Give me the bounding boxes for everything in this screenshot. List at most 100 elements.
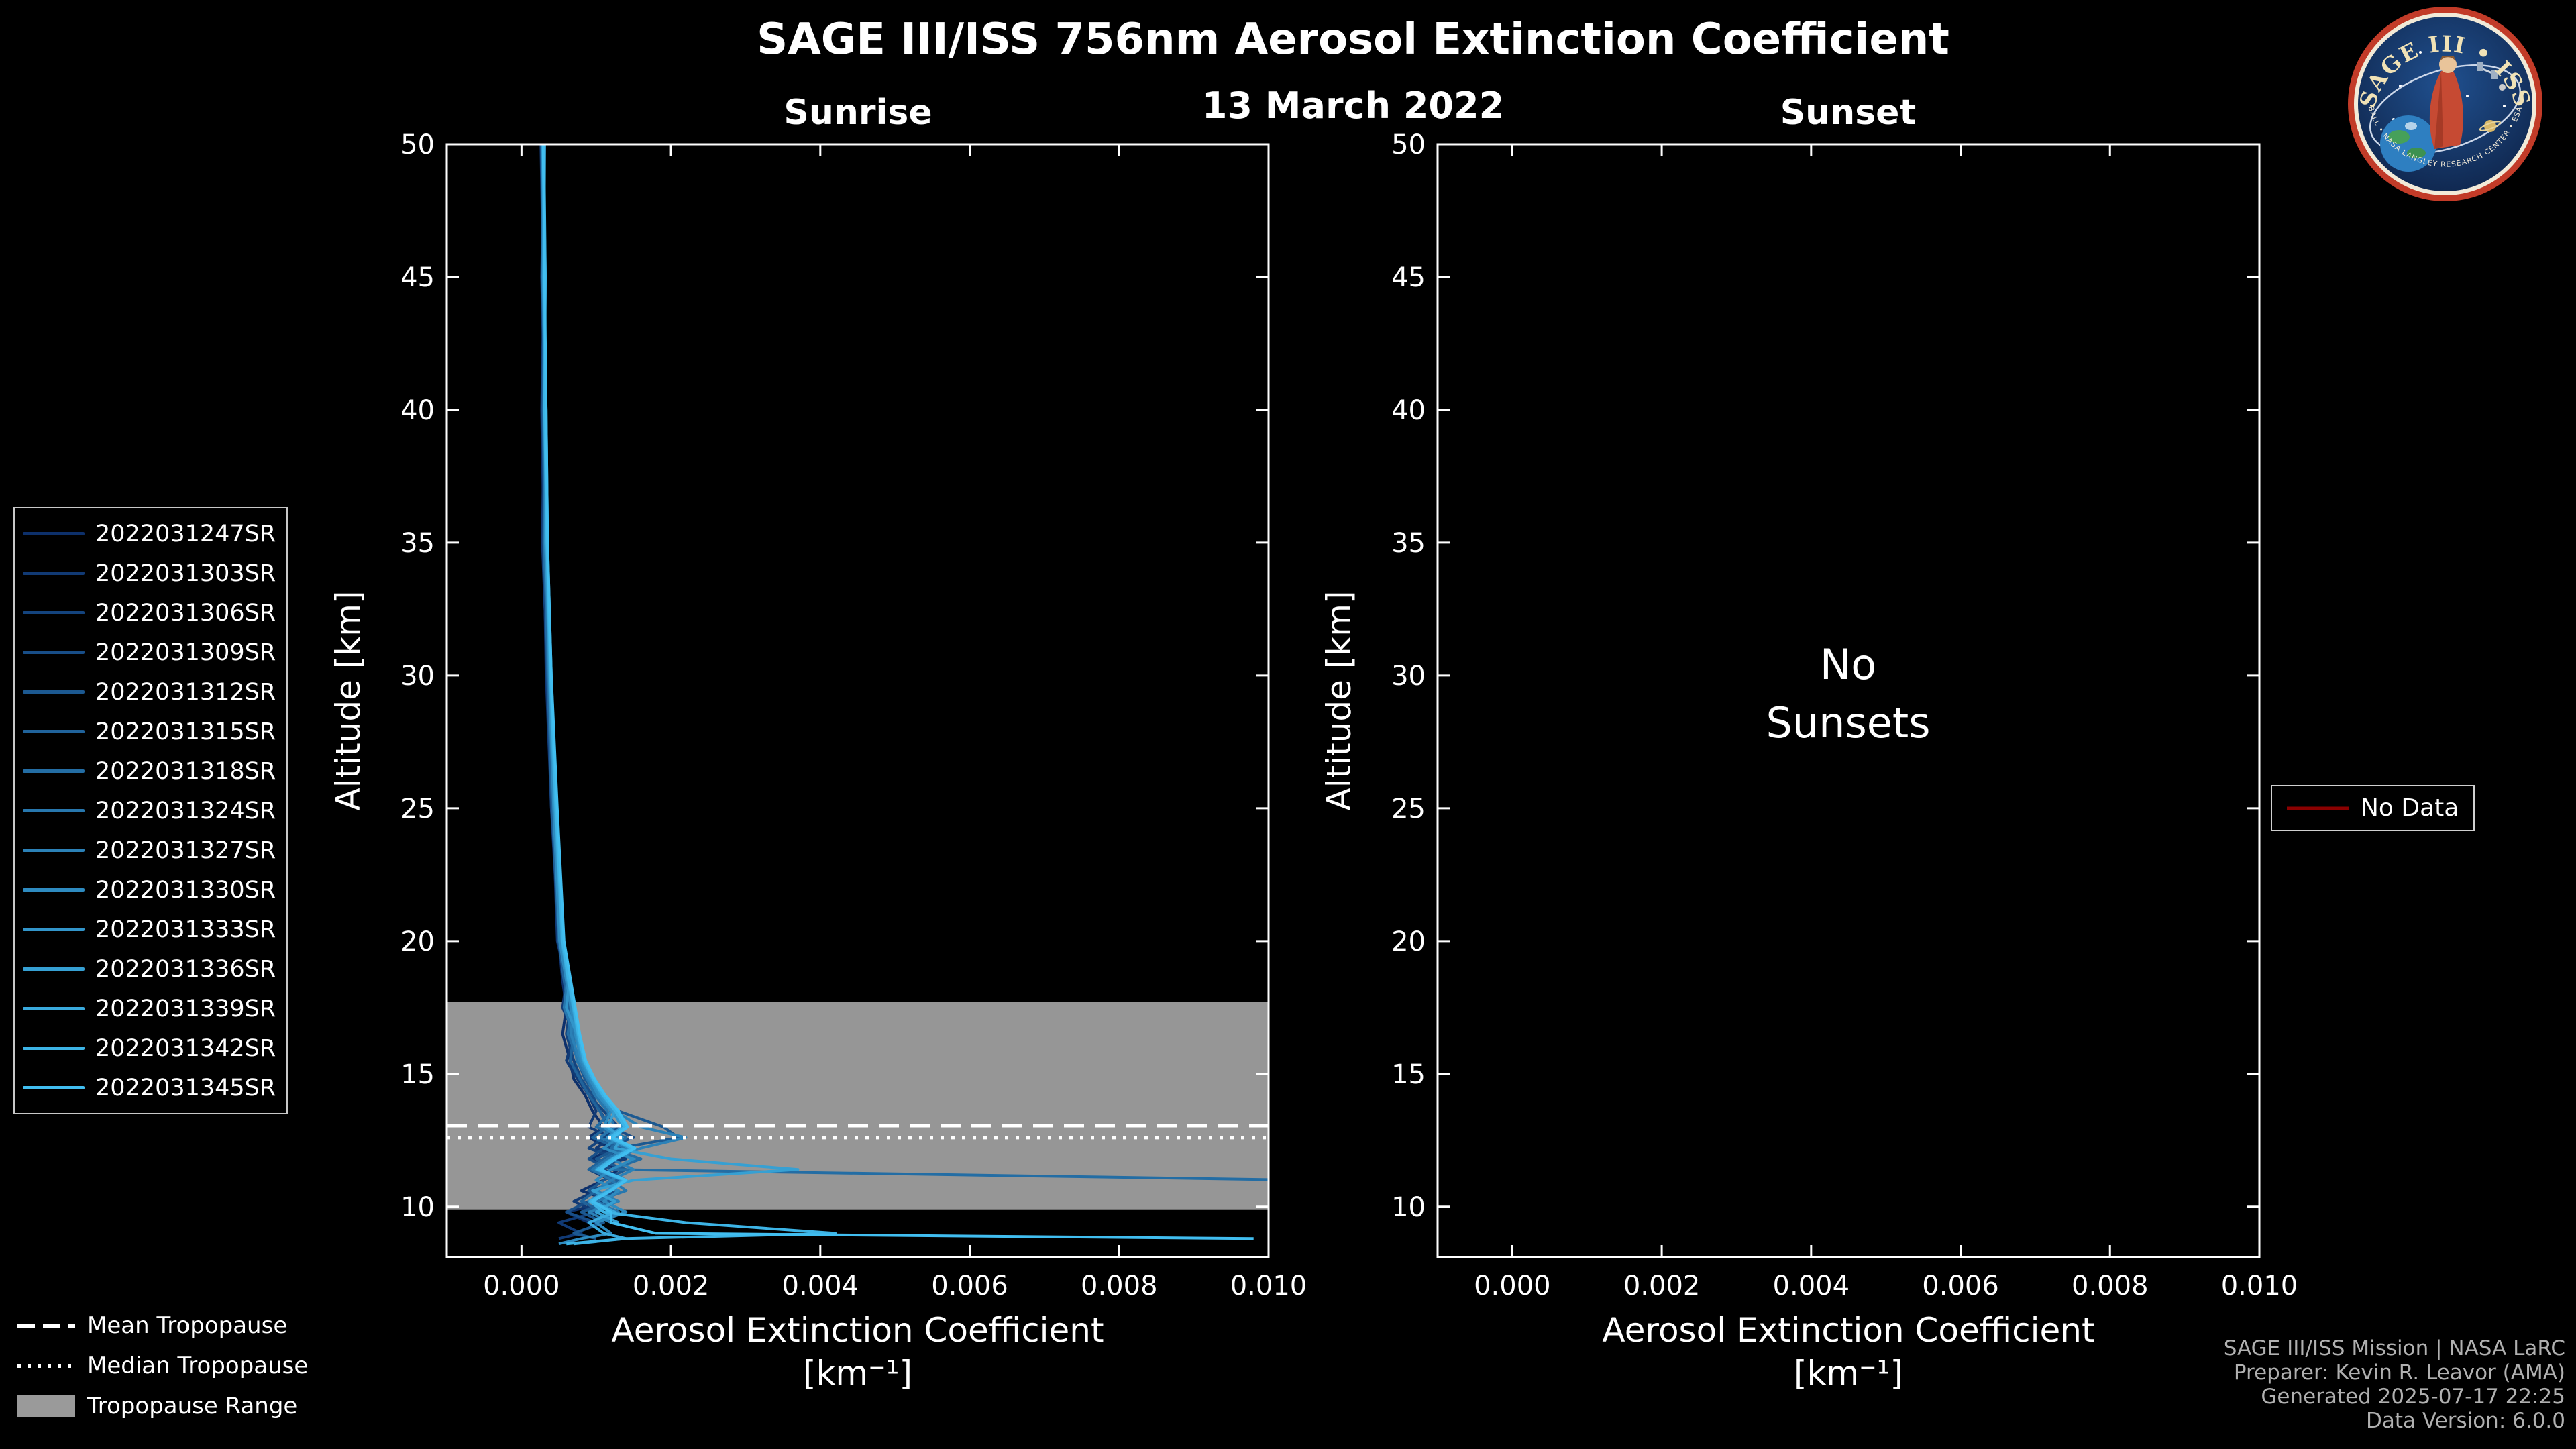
legend-line-sample (23, 888, 85, 892)
svg-text:0.000: 0.000 (1474, 1271, 1551, 1301)
mean-tropopause-label: Mean Tropopause (87, 1312, 288, 1339)
legend-line-sample (23, 611, 85, 614)
gray-patch-sample (17, 1395, 75, 1417)
svg-text:25: 25 (1391, 794, 1426, 824)
median-tropopause-label: Median Tropopause (87, 1352, 309, 1379)
sunrise-event-legend: 2022031247SR 2022031303SR 2022031306SR 2022… (13, 507, 288, 1114)
tropopause-legend: Mean Tropopause Median Tropopause Tropop… (17, 1305, 308, 1426)
legend-line-sample (23, 730, 85, 733)
credit-generated: Generated 2025-07-17 22:25 (2261, 1385, 2565, 1409)
axes-frame (445, 143, 1270, 1258)
no-data-line-sample (2287, 806, 2349, 810)
svg-text:20: 20 (1391, 926, 1426, 957)
svg-text:35: 35 (400, 528, 435, 559)
dashed-line-sample (17, 1324, 75, 1328)
svg-text:20: 20 (400, 926, 435, 957)
legend-item-2022031333SR: 2022031333SR (23, 910, 276, 949)
panel-sunset: 0.000 0.002 0.004 0.006 0.008 0.010 10 15 20 25 30… (1320, 129, 2298, 1393)
figure-date: 13 March 2022 (1201, 85, 1505, 127)
legend-item-2022031309SR: 2022031309SR (23, 633, 276, 672)
dotted-line-sample (17, 1364, 75, 1368)
legend-event-label: 2022031333SR (95, 916, 276, 943)
tropopause-range-legend-item: Tropopause Range (17, 1386, 308, 1426)
legend-item-2022031315SR: 2022031315SR (23, 712, 276, 751)
credit-preparer: Preparer: Kevin R. Leavor (AMA) (2233, 1360, 2565, 1385)
svg-text:30: 30 (1391, 661, 1426, 692)
legend-event-label: 2022031342SR (95, 1034, 276, 1062)
median-tropopause-legend-item: Median Tropopause (17, 1346, 308, 1386)
tick-labels: 0.000 0.002 0.004 0.006 0.008 0.010 10 15 20 25 30… (400, 129, 1307, 1301)
svg-text:0.008: 0.008 (2072, 1271, 2149, 1301)
legend-line-sample (23, 532, 85, 535)
no-sunsets-annotation: No Sunsets (1766, 640, 1931, 747)
figure-credits: SAGE III/ISS Mission | NASA LaRC Prepare… (2224, 1336, 2565, 1433)
legend-event-label: 2022031336SR (95, 955, 276, 983)
svg-text:0.004: 0.004 (1773, 1271, 1850, 1301)
no-data-label: No Data (2361, 794, 2459, 822)
legend-item-2022031345SR: 2022031345SR (23, 1068, 276, 1108)
legend-event-label: 2022031339SR (95, 995, 276, 1022)
svg-text:45: 45 (1391, 262, 1426, 293)
logo-figure (2429, 56, 2463, 149)
mean-tropopause-legend-item: Mean Tropopause (17, 1305, 308, 1346)
legend-event-label: 2022031247SR (95, 520, 276, 547)
legend-event-label: 2022031306SR (95, 599, 276, 627)
legend-item-2022031336SR: 2022031336SR (23, 949, 276, 989)
svg-text:0.008: 0.008 (1081, 1271, 1158, 1301)
legend-line-sample (23, 1046, 85, 1050)
legend-item-2022031330SR: 2022031330SR (23, 870, 276, 910)
legend-item-2022031312SR: 2022031312SR (23, 672, 276, 712)
legend-event-label: 2022031324SR (95, 797, 276, 824)
sage-iii-iss-logo: SAGE III • ISS BALL • NASA LANGLEY RESEA… (2348, 7, 2542, 201)
tropopause-range-label: Tropopause Range (87, 1393, 298, 1419)
svg-text:40: 40 (1391, 395, 1426, 426)
svg-text:40: 40 (400, 395, 435, 426)
x-axis-units-label: [km⁻¹] (803, 1354, 912, 1393)
legend-item-2022031339SR: 2022031339SR (23, 989, 276, 1028)
tropopause-range-band (447, 1002, 1269, 1210)
legend-item-2022031342SR: 2022031342SR (23, 1028, 276, 1068)
legend-event-label: 2022031303SR (95, 559, 276, 587)
logo-orbit-line (2369, 64, 2522, 155)
tick-labels: 0.000 0.002 0.004 0.006 0.008 0.010 10 15 20 25 30… (1391, 129, 2298, 1301)
series-group (539, 144, 1269, 1246)
legend-line-sample (23, 849, 85, 852)
legend-line-sample (23, 967, 85, 971)
sunset-panel-title: Sunset (1780, 93, 1917, 133)
svg-text:0.010: 0.010 (1230, 1271, 1307, 1301)
svg-text:35: 35 (1391, 528, 1426, 559)
legend-line-sample (23, 690, 85, 694)
legend-event-label: 2022031309SR (95, 639, 276, 666)
figure-title: SAGE III/ISS 756nm Aerosol Extinction Co… (757, 15, 1949, 64)
axis-ticks (447, 143, 1270, 1257)
svg-text:0.004: 0.004 (782, 1271, 859, 1301)
legend-line-sample (23, 928, 85, 931)
legend-item-2022031327SR: 2022031327SR (23, 830, 276, 870)
svg-text:0.002: 0.002 (1623, 1271, 1701, 1301)
x-axis-label: Aerosol Extinction Coefficient (1602, 1311, 2094, 1350)
series-line-2022031345SR (541, 144, 1254, 1240)
legend-item-2022031318SR: 2022031318SR (23, 751, 276, 791)
legend-item-2022031306SR: 2022031306SR (23, 593, 276, 633)
svg-text:50: 50 (400, 129, 435, 160)
y-axis-label: Altitude [km] (329, 591, 368, 811)
svg-text:10: 10 (1391, 1192, 1426, 1223)
legend-item-2022031324SR: 2022031324SR (23, 791, 276, 830)
svg-text:0.006: 0.006 (1922, 1271, 1999, 1301)
panel-sunrise: 0.000 0.002 0.004 0.006 0.008 0.010 10 15 20 25 30… (329, 129, 1307, 1393)
svg-text:0.010: 0.010 (2221, 1271, 2298, 1301)
svg-text:25: 25 (400, 794, 435, 824)
credit-data-version: Data Version: 6.0.0 (2365, 1409, 2565, 1433)
x-axis-label: Aerosol Extinction Coefficient (611, 1311, 1104, 1350)
legend-line-sample (23, 769, 85, 773)
legend-line-sample (23, 809, 85, 812)
logo-earth (2380, 115, 2436, 172)
legend-item-2022031303SR: 2022031303SR (23, 553, 276, 593)
axis-ticks (1438, 143, 2261, 1257)
legend-line-sample (23, 651, 85, 654)
x-axis-units-label: [km⁻¹] (1794, 1354, 1903, 1393)
legend-event-label: 2022031312SR (95, 678, 276, 706)
credit-mission: SAGE III/ISS Mission | NASA LaRC (2223, 1336, 2565, 1360)
svg-text:30: 30 (400, 661, 435, 692)
